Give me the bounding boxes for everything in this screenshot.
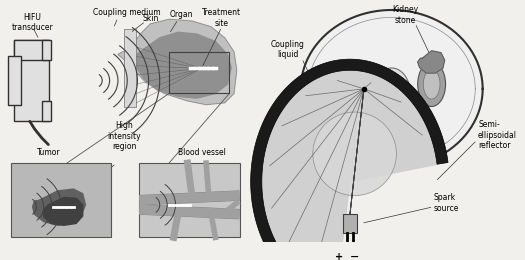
Bar: [169, 52, 229, 94]
Ellipse shape: [334, 62, 362, 107]
Polygon shape: [301, 10, 482, 168]
Polygon shape: [262, 70, 437, 260]
Text: +: +: [335, 252, 343, 260]
Ellipse shape: [340, 69, 356, 99]
Bar: [42, 40, 51, 60]
Text: −: −: [350, 252, 359, 260]
Text: Spark
source: Spark source: [434, 193, 459, 213]
Ellipse shape: [313, 112, 396, 196]
Text: HIFU
transducer: HIFU transducer: [12, 13, 54, 32]
Polygon shape: [44, 197, 83, 225]
Bar: [42, 101, 51, 121]
Polygon shape: [33, 189, 86, 225]
Polygon shape: [134, 32, 231, 98]
Text: Treatment
site: Treatment site: [202, 8, 242, 28]
Ellipse shape: [418, 62, 446, 107]
Bar: [11, 163, 111, 237]
Polygon shape: [418, 51, 445, 73]
Ellipse shape: [373, 68, 411, 119]
Text: Blood vessel: Blood vessel: [177, 148, 225, 157]
Text: Semi-
ellipsoidal
reflector: Semi- ellipsoidal reflector: [478, 120, 517, 150]
Text: Coupling medium: Coupling medium: [93, 8, 161, 17]
Text: Tumor: Tumor: [37, 148, 60, 157]
Polygon shape: [118, 19, 237, 105]
Text: Coupling
liquid: Coupling liquid: [271, 40, 304, 59]
Bar: [8, 56, 22, 105]
Bar: [342, 214, 358, 233]
Ellipse shape: [423, 69, 440, 99]
Polygon shape: [250, 59, 448, 260]
Ellipse shape: [383, 81, 400, 107]
Bar: [139, 163, 239, 237]
Ellipse shape: [372, 94, 383, 107]
Text: Bleeding
site: Bleeding site: [150, 209, 183, 228]
Bar: [14, 40, 49, 60]
Text: Kidney
stone: Kidney stone: [393, 5, 419, 25]
Bar: [124, 29, 135, 107]
Ellipse shape: [387, 99, 396, 110]
Text: Organ: Organ: [169, 10, 193, 19]
Text: Skin: Skin: [142, 14, 159, 23]
Text: High
intensity
region: High intensity region: [108, 121, 141, 151]
Bar: [14, 40, 49, 121]
